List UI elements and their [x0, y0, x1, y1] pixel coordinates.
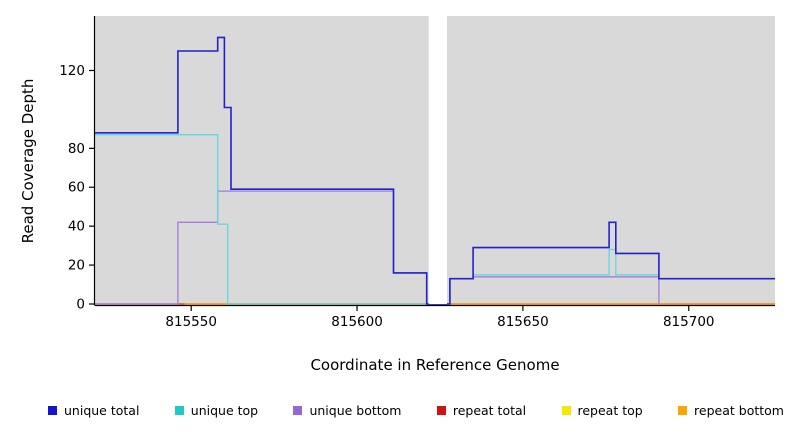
legend-swatch-unique-bottom: [293, 405, 303, 415]
legend-label-repeat-bottom: repeat bottom: [694, 402, 784, 418]
y-tick-label: 40: [68, 219, 85, 235]
legend-item-repeat-bottom: repeat bottom: [678, 403, 784, 418]
x-tick-label: 815650: [497, 314, 549, 330]
y-tick-label: 120: [59, 63, 85, 79]
coverage-gap-band: [428, 16, 447, 304]
legend-item-unique-top: unique top: [174, 402, 259, 418]
legend-label-repeat-top: repeat top: [577, 402, 643, 418]
chart-legend: unique total unique top unique bottom re…: [48, 396, 784, 424]
legend-swatch-repeat-total: [436, 405, 446, 415]
legend-label-unique-top: unique top: [190, 402, 259, 418]
legend-label-repeat-total: repeat total: [452, 402, 527, 418]
series-line-unique-total: [95, 36, 775, 305]
legend-swatch-unique-total: [48, 405, 57, 415]
legend-item-unique-bottom: unique bottom: [293, 402, 402, 418]
legend-swatch-unique-top: [174, 405, 184, 415]
legend-item-unique-total: unique total: [48, 403, 139, 418]
legend-swatch-repeat-top: [561, 405, 571, 415]
y-tick-label: 60: [68, 180, 85, 196]
legend-label-unique-total: unique total: [64, 402, 140, 418]
legend-item-repeat-total: repeat total: [436, 402, 527, 418]
legend-label-unique-bottom: unique bottom: [309, 402, 402, 418]
x-tick-label: 815700: [663, 314, 715, 330]
legend-item-repeat-top: repeat top: [561, 402, 643, 418]
x-axis-title: Coordinate in Reference Genome: [310, 356, 560, 374]
x-tick-label: 815550: [165, 314, 217, 330]
legend-swatch-repeat-bottom: [678, 405, 688, 415]
y-tick-label: 20: [68, 258, 85, 274]
y-axis-title: Read Coverage Depth: [19, 78, 37, 244]
y-tick-label: 0: [76, 297, 85, 313]
y-tick-label: 80: [68, 141, 85, 157]
x-tick-label: 815600: [331, 314, 383, 330]
